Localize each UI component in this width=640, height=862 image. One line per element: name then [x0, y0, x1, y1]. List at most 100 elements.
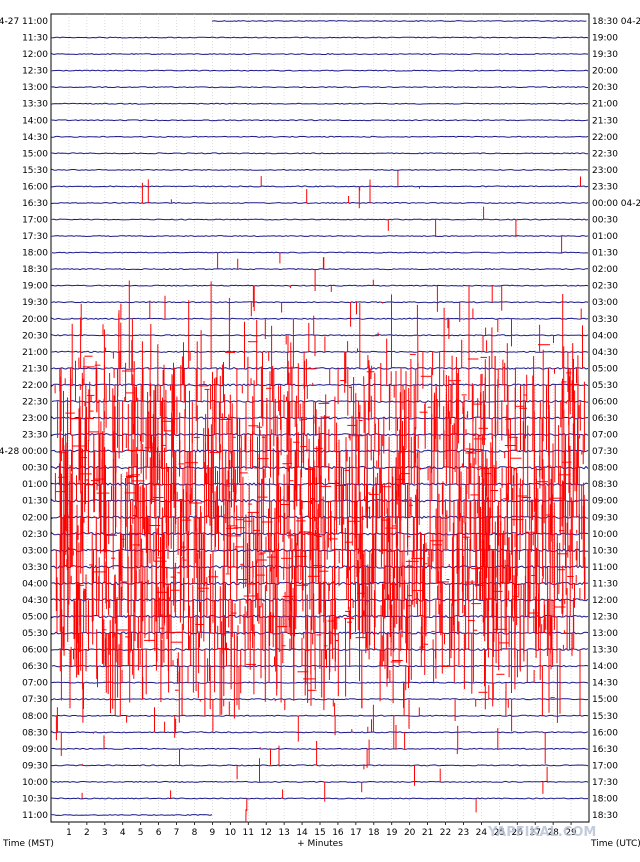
right-time-label: 10:00	[592, 530, 618, 540]
left-time-label: 09:30	[22, 761, 48, 771]
x-tick-label: 21	[422, 828, 433, 838]
x-tick-label: 20	[404, 828, 416, 838]
trace-line	[51, 813, 213, 816]
right-time-label: 18:30	[592, 811, 618, 821]
trace-line	[51, 36, 589, 39]
right-time-label: 15:00	[592, 695, 618, 705]
left-time-label: 08:30	[22, 728, 48, 738]
right-time-label: 23:30	[592, 182, 618, 192]
left-time-label: 00:30	[22, 464, 48, 474]
left-time-label: 14:30	[22, 133, 48, 143]
x-tick-label: 22	[440, 828, 451, 838]
right-time-label: 12:00	[592, 596, 618, 606]
right-time-label: 14:30	[592, 679, 618, 689]
left-time-label: 01:30	[22, 497, 48, 507]
right-time-label: 23:00	[592, 166, 618, 176]
left-time-label: 04:00	[22, 579, 48, 589]
right-time-label: 08:30	[592, 480, 618, 490]
right-time-label: 06:30	[592, 414, 618, 424]
left-time-label: 20:00	[22, 315, 48, 325]
trace-line	[51, 135, 589, 138]
x-tick-label: 17	[350, 828, 361, 838]
clipped-bursts	[54, 170, 586, 822]
left-time-label: 12:30	[22, 67, 48, 77]
x-tick-label: 12	[260, 828, 271, 838]
left-time-label: 04:30	[22, 596, 48, 606]
trace-line	[51, 698, 589, 701]
trace-line	[51, 334, 589, 337]
right-time-label: 06:00	[592, 397, 618, 407]
left-time-label: 10:00	[22, 778, 48, 788]
x-tick-label: 10	[225, 828, 237, 838]
left-time-label: 21:30	[22, 364, 48, 374]
x-tick-label: 13	[278, 828, 289, 838]
left-time-label: 03:30	[22, 563, 48, 573]
right-time-label: 19:30	[592, 50, 618, 60]
right-time-label: 02:30	[592, 282, 618, 292]
y-right-axis-title: Time (UTC)	[590, 839, 640, 849]
trace-line	[51, 416, 589, 420]
left-time-label: 07:30	[22, 695, 48, 705]
trace-line	[51, 152, 588, 155]
trace-line	[51, 218, 589, 221]
trace-line	[51, 185, 589, 188]
trace-line	[51, 119, 589, 122]
left-time-label: 07:00	[22, 679, 48, 689]
left-time-labels: 04-27 11:00 11:30 12:00 12:30 13:00 13:30 14:0…	[0, 17, 48, 821]
x-tick-label: 15	[314, 828, 325, 838]
right-time-label: 08:00	[592, 464, 618, 474]
left-time-label: 20:30	[22, 331, 48, 341]
x-tick-label: 28	[547, 828, 559, 838]
right-time-label: 20:30	[592, 83, 618, 93]
right-time-label: 18:30 04-27	[592, 17, 640, 27]
y-left-axis-title: Time (MST)	[2, 839, 54, 849]
trace-line	[51, 284, 589, 287]
right-time-label: 05:30	[592, 381, 618, 391]
left-time-label: 08:00	[22, 712, 48, 722]
x-tick-label: 4	[120, 828, 126, 838]
trace-line	[51, 168, 589, 171]
left-time-label: 04-28 00:00	[0, 447, 48, 457]
left-time-label: 13:00	[22, 83, 48, 93]
right-time-label: 11:00	[592, 563, 618, 573]
left-time-label: 11:00	[22, 811, 48, 821]
x-axis-title: + Minutes	[297, 839, 343, 849]
trace-line	[51, 747, 589, 750]
right-time-label: 02:00	[592, 265, 618, 275]
left-time-label: 01:00	[22, 480, 48, 490]
right-time-label: 20:00	[592, 67, 618, 77]
right-time-label: 16:00	[592, 728, 618, 738]
left-time-label: 17:30	[22, 232, 48, 242]
x-tick-label: 19	[386, 828, 398, 838]
left-time-label: 02:00	[22, 513, 48, 523]
left-time-label: 13:30	[22, 100, 48, 110]
x-tick-label: 6	[156, 828, 162, 838]
trace-line	[51, 764, 589, 767]
x-tick-labels: 1 2 3 4 5 6 7 8 9 10 11 12 13 14 15 16 17 18 19 20 21 22 23 24 2…	[66, 822, 577, 838]
right-time-label: 12:30	[592, 613, 618, 623]
left-time-label: 11:30	[22, 34, 48, 44]
x-tick-label: 16	[332, 828, 344, 838]
trace-line	[51, 797, 588, 800]
right-time-label: 11:30	[592, 579, 618, 589]
left-time-label: 16:30	[22, 199, 48, 209]
trace-line	[51, 102, 589, 105]
right-time-label: 19:00	[592, 34, 618, 44]
left-time-label: 14:00	[22, 116, 48, 126]
left-time-label: 06:00	[22, 646, 48, 656]
right-time-label: 10:30	[592, 546, 618, 556]
right-time-label: 21:00	[592, 100, 618, 110]
x-tick-label: 8	[192, 828, 198, 838]
right-time-label: 14:00	[592, 662, 618, 672]
trace-line	[51, 350, 589, 353]
right-time-label: 05:00	[592, 364, 618, 374]
x-tick-label: 23	[458, 828, 469, 838]
right-time-label: 17:00	[592, 761, 618, 771]
x-tick-label: 27	[529, 828, 540, 838]
x-tick-label: 29	[565, 828, 577, 838]
trace-line	[51, 251, 589, 254]
right-time-label: 13:00	[592, 629, 618, 639]
right-time-label: 22:30	[592, 149, 618, 159]
x-tick-label: 26	[512, 828, 524, 838]
right-time-label: 07:30	[592, 447, 618, 457]
